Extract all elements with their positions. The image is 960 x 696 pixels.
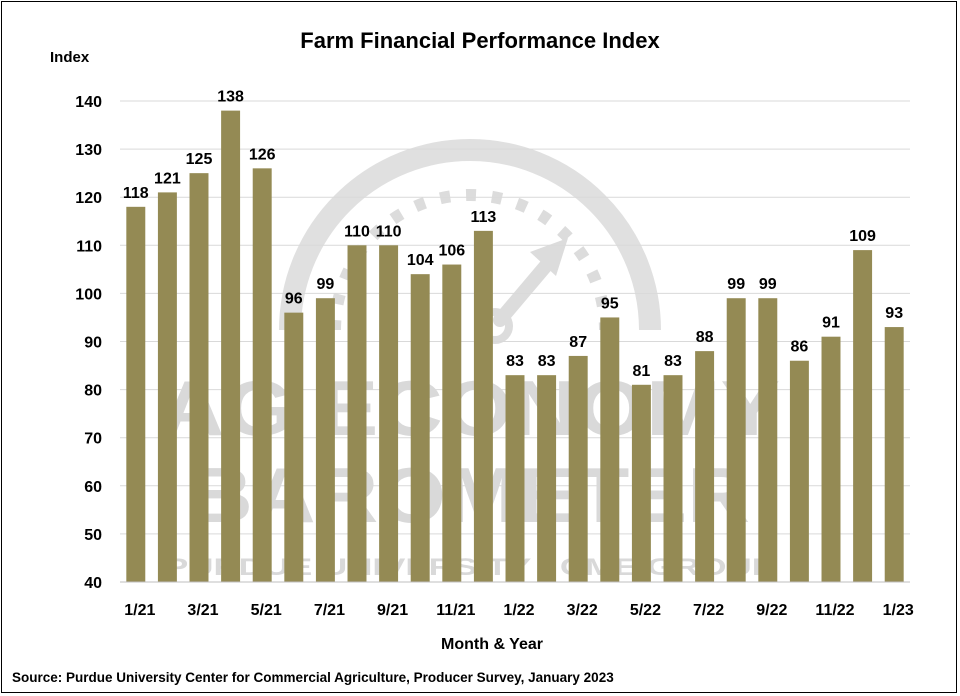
data-label: 81 (633, 363, 651, 380)
watermark-line-2: BAROMETER (190, 451, 750, 539)
y-tick-label: 110 (76, 238, 102, 255)
y-tick-label: 50 (84, 527, 102, 544)
data-label: 125 (186, 151, 213, 168)
data-label: 110 (376, 223, 402, 240)
bar-8/22 (726, 298, 746, 582)
data-label: 99 (317, 276, 335, 293)
y-tick-label: 80 (84, 383, 102, 400)
x-tick-label: 3/22 (567, 602, 598, 619)
data-label: 106 (438, 243, 465, 260)
bar-6/22 (663, 375, 683, 582)
x-tick-label: 5/22 (630, 602, 661, 619)
x-tick-label: 1/22 (503, 602, 534, 619)
data-label: 104 (407, 252, 434, 269)
source-note: Source: Purdue University Center for Com… (12, 670, 614, 685)
x-tick-label: 11/21 (436, 602, 475, 619)
x-tick-label: 9/22 (756, 602, 787, 619)
y-tick-label: 120 (75, 190, 102, 207)
data-label: 99 (759, 276, 777, 293)
data-label: 91 (822, 315, 840, 332)
bar-11/22 (821, 336, 841, 582)
y-tick-label: 90 (84, 335, 102, 352)
bar-12/21 (473, 230, 493, 582)
y-tick-label: 70 (84, 431, 102, 448)
bar-5/21 (252, 168, 272, 582)
data-label: 109 (849, 228, 876, 245)
bar-7/22 (695, 351, 715, 582)
data-label: 113 (470, 209, 496, 226)
x-tick-label: 7/21 (314, 602, 345, 619)
bar-9/22 (758, 298, 778, 582)
y-tick-label: 100 (75, 286, 102, 303)
x-tick-label: 1/23 (883, 602, 914, 619)
data-label: 83 (538, 353, 556, 370)
x-tick-label: 5/21 (251, 602, 282, 619)
data-label: 86 (791, 339, 809, 356)
data-label: 99 (727, 276, 745, 293)
x-axis-label: Month & Year (441, 636, 543, 653)
data-label: 138 (217, 89, 244, 106)
bar-1/23 (884, 327, 904, 582)
bar-2/22 (537, 375, 557, 582)
x-axis-ticks: 1/21 3/21 5/21 7/21 9/21 11/21 1/22 3/22 5/22 7/2… (124, 602, 914, 619)
y-axis-ticks: 40 50 60 70 80 90 100 110 120 130 140 (75, 94, 102, 592)
data-label: 126 (249, 146, 276, 163)
bar-1/22 (505, 375, 525, 582)
y-tick-label: 40 (84, 575, 102, 592)
x-tick-label: 7/22 (693, 602, 724, 619)
data-label: 93 (885, 305, 903, 322)
y-axis-label: Index (50, 49, 90, 66)
bar-2/21 (157, 192, 177, 582)
data-label: 88 (696, 329, 714, 346)
data-label: 110 (344, 223, 370, 240)
data-label: 118 (123, 185, 149, 202)
chart-title: Farm Financial Performance Index (300, 28, 660, 53)
bar-6/21 (284, 312, 304, 582)
bar-10/21 (410, 274, 430, 582)
bar-7/21 (315, 298, 335, 582)
bar-4/22 (600, 317, 620, 582)
data-label: 87 (569, 334, 587, 351)
data-label: 121 (154, 170, 181, 187)
x-tick-label: 11/22 (815, 602, 854, 619)
x-tick-label: 3/21 (187, 602, 218, 619)
y-tick-label: 140 (75, 94, 102, 111)
bar-1/21 (126, 206, 146, 582)
bar-4/21 (221, 110, 241, 583)
bar-12/22 (853, 250, 873, 583)
bar-8/21 (347, 245, 367, 583)
data-label: 83 (506, 353, 524, 370)
x-tick-label: 9/21 (377, 602, 408, 619)
data-label: 95 (601, 295, 619, 312)
bar-9/21 (379, 245, 399, 583)
y-tick-label: 130 (75, 142, 102, 159)
y-tick-label: 60 (84, 479, 102, 496)
x-tick-label: 1/21 (124, 602, 155, 619)
bar-10/22 (789, 360, 809, 582)
bar-5/22 (631, 384, 651, 582)
bar-3/21 (189, 173, 209, 582)
data-label: 83 (664, 353, 682, 370)
bars (126, 110, 904, 583)
bar-3/22 (568, 355, 588, 582)
bar-11/21 (442, 264, 462, 582)
data-label: 96 (285, 291, 303, 308)
